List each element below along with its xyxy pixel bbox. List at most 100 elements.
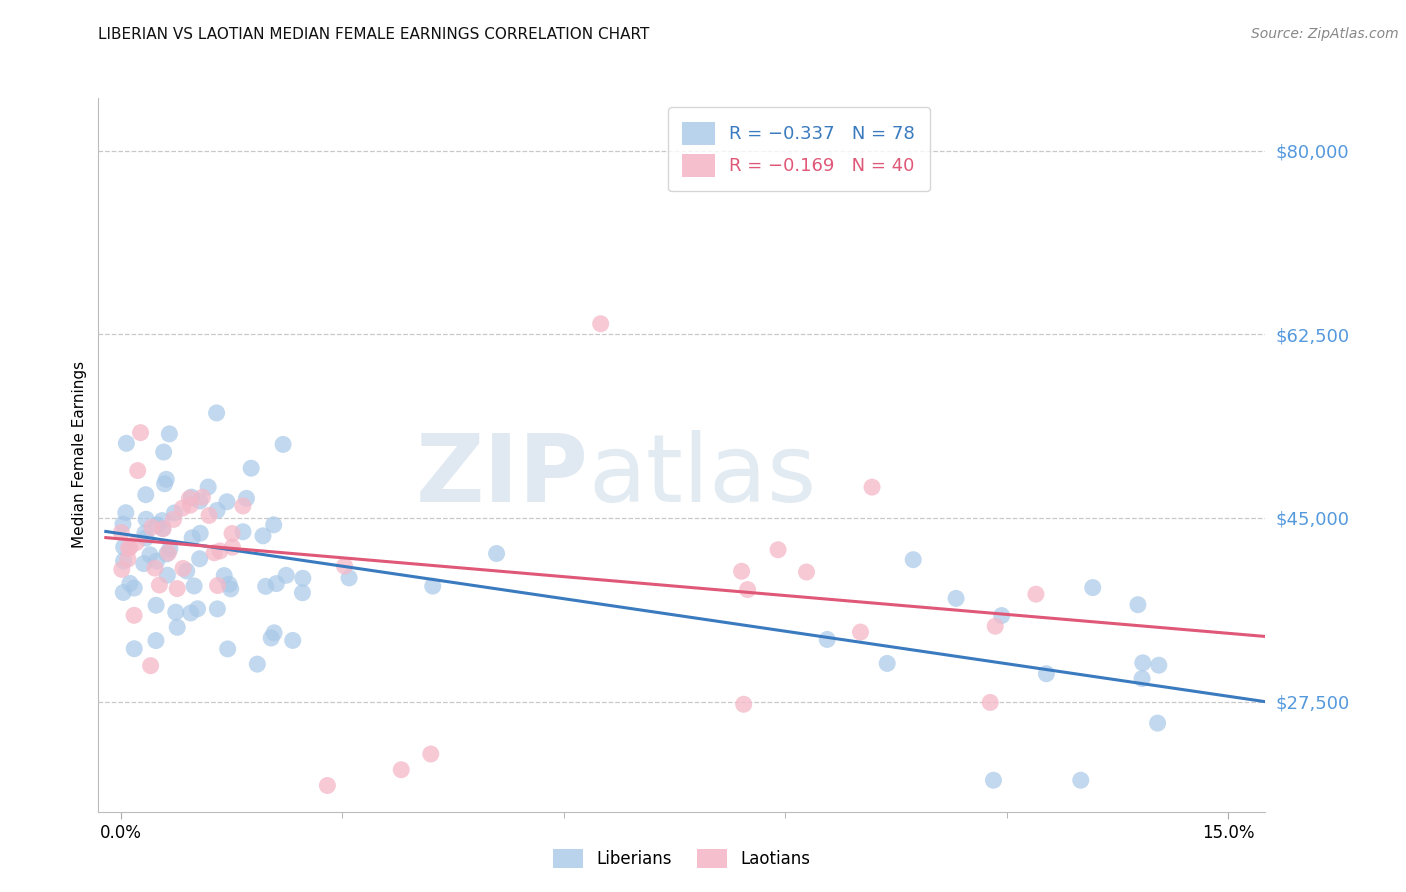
Point — [139, 548, 162, 562]
Point — [485, 547, 508, 561]
Point — [152, 522, 174, 536]
Point — [134, 526, 156, 541]
Point — [246, 657, 269, 672]
Point — [1130, 672, 1153, 686]
Text: ZIP: ZIP — [416, 430, 589, 523]
Point — [132, 557, 155, 571]
Point — [205, 406, 228, 420]
Point — [979, 695, 1001, 709]
Text: LIBERIAN VS LAOTIAN MEDIAN FEMALE EARNINGS CORRELATION CHART: LIBERIAN VS LAOTIAN MEDIAN FEMALE EARNIN… — [98, 27, 650, 42]
Point — [1132, 656, 1154, 670]
Point — [984, 619, 1007, 633]
Point — [112, 540, 135, 554]
Point — [135, 488, 157, 502]
Text: Source: ZipAtlas.com: Source: ZipAtlas.com — [1251, 27, 1399, 41]
Point — [860, 480, 883, 494]
Point — [172, 501, 194, 516]
Point — [232, 524, 254, 539]
Point — [198, 508, 221, 523]
Y-axis label: Median Female Earnings: Median Female Earnings — [72, 361, 87, 549]
Point — [291, 586, 314, 600]
Point — [263, 517, 285, 532]
Point — [186, 601, 208, 615]
Point — [219, 582, 242, 596]
Point — [240, 461, 263, 475]
Point — [188, 526, 211, 541]
Point — [180, 490, 202, 504]
Point — [115, 436, 138, 450]
Point — [118, 540, 141, 554]
Point — [112, 585, 135, 599]
Point — [162, 512, 184, 526]
Point — [163, 506, 186, 520]
Point — [207, 602, 229, 616]
Point — [260, 631, 283, 645]
Text: atlas: atlas — [589, 430, 817, 523]
Point — [176, 564, 198, 578]
Point — [1035, 666, 1057, 681]
Point — [990, 608, 1012, 623]
Point — [221, 526, 243, 541]
Point — [218, 577, 240, 591]
Point — [148, 578, 170, 592]
Point — [111, 562, 134, 576]
Point — [215, 495, 238, 509]
Point — [221, 540, 243, 554]
Point — [145, 599, 167, 613]
Point — [145, 554, 167, 568]
Point — [281, 633, 304, 648]
Point — [122, 608, 145, 623]
Point — [419, 747, 441, 761]
Point — [849, 625, 872, 640]
Point — [181, 531, 204, 545]
Point — [172, 561, 194, 575]
Point — [389, 763, 412, 777]
Point — [252, 529, 274, 543]
Point — [166, 582, 188, 596]
Point — [111, 517, 134, 532]
Point — [122, 641, 145, 656]
Point — [139, 658, 162, 673]
Point — [112, 554, 135, 568]
Point — [143, 561, 166, 575]
Point — [983, 773, 1005, 788]
Point — [217, 641, 239, 656]
Point — [422, 579, 444, 593]
Point — [156, 547, 179, 561]
Point — [263, 625, 285, 640]
Point — [266, 576, 288, 591]
Point — [333, 559, 356, 574]
Point — [157, 426, 180, 441]
Point — [207, 578, 229, 592]
Point — [232, 499, 254, 513]
Point — [1146, 716, 1168, 731]
Point — [117, 552, 139, 566]
Point — [152, 445, 174, 459]
Point — [737, 582, 759, 597]
Point — [291, 571, 314, 585]
Point — [316, 779, 339, 793]
Point — [180, 606, 202, 620]
Point — [153, 476, 176, 491]
Point — [165, 605, 187, 619]
Point — [903, 552, 925, 566]
Point — [188, 551, 211, 566]
Point — [730, 564, 752, 578]
Point — [156, 568, 179, 582]
Point — [110, 525, 132, 540]
Point — [152, 521, 174, 535]
Point — [945, 591, 967, 606]
Point — [1025, 587, 1047, 601]
Point — [141, 520, 163, 534]
Point — [276, 568, 298, 582]
Point — [208, 544, 231, 558]
Point — [150, 514, 173, 528]
Point — [589, 317, 612, 331]
Point — [145, 633, 167, 648]
Point — [129, 425, 152, 440]
Point — [183, 579, 205, 593]
Point — [155, 472, 177, 486]
Point — [166, 620, 188, 634]
Point — [114, 506, 136, 520]
Point — [135, 512, 157, 526]
